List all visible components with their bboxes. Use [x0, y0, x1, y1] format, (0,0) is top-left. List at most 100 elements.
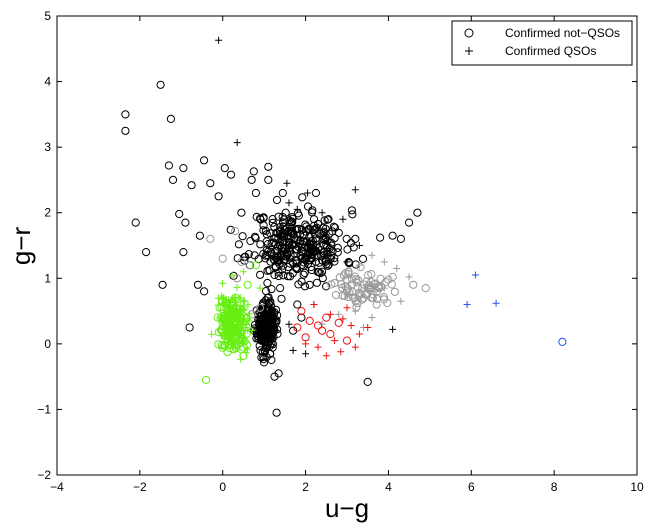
data-point-circle	[309, 240, 318, 249]
data-point-plus	[237, 316, 245, 324]
data-point-circle	[268, 218, 277, 227]
data-point-circle	[267, 285, 276, 294]
data-point-circle	[260, 347, 269, 356]
data-point-circle	[316, 269, 325, 278]
data-point-circle	[277, 294, 286, 303]
data-point-circle	[330, 234, 339, 243]
y-tick-label: 2	[44, 206, 51, 220]
data-point-circle	[179, 164, 188, 173]
data-point-plus	[224, 316, 232, 324]
data-point-circle	[287, 224, 296, 233]
data-point-circle	[275, 226, 284, 235]
data-point-circle	[311, 188, 320, 198]
x-tick-label: 6	[468, 480, 475, 494]
x-axis-label: u−g	[325, 493, 369, 523]
data-point-circle	[226, 170, 236, 179]
data-point-plus	[208, 330, 216, 338]
data-point-circle	[292, 264, 301, 273]
data-point-circle	[409, 280, 418, 289]
data-point-plus	[318, 320, 326, 328]
data-point-circle	[293, 323, 302, 332]
data-point-circle	[158, 280, 167, 289]
data-point-plus	[337, 348, 345, 356]
data-point-circle	[258, 328, 267, 337]
legend-circle-icon	[464, 28, 474, 38]
data-point-plus	[239, 268, 247, 276]
data-point-circle	[256, 214, 265, 223]
data-point-plus	[225, 296, 233, 304]
data-point-circle	[256, 240, 265, 249]
legend-entry-qso: Confirmed QSOs	[505, 44, 596, 58]
data-point-circle	[262, 321, 271, 330]
data-point-circle	[233, 274, 242, 283]
data-point-circle	[179, 248, 188, 257]
x-tick-label: 0	[219, 480, 226, 494]
data-point-circle	[348, 210, 357, 219]
data-point-circle	[319, 240, 328, 250]
data-point-plus	[355, 242, 363, 249]
data-point-plus	[318, 209, 326, 217]
data-point-circle	[270, 270, 279, 280]
data-point-circle	[244, 250, 253, 259]
data-point-plus	[364, 324, 372, 331]
data-point-circle	[234, 240, 243, 249]
data-point-circle	[272, 195, 282, 205]
data-point-circle	[323, 261, 332, 270]
y-tick-label: 4	[44, 75, 51, 89]
data-point-circle	[278, 188, 287, 198]
data-point-circle	[166, 114, 175, 124]
data-point-circle	[323, 247, 332, 256]
data-point-circle	[421, 284, 430, 293]
x-tick-label: 4	[385, 480, 392, 494]
data-point-circle	[365, 285, 374, 295]
data-point-circle	[181, 218, 190, 227]
data-point-circle	[237, 257, 246, 266]
data-point-circle	[298, 260, 307, 269]
data-point-circle	[353, 283, 362, 292]
data-point-circle	[267, 307, 276, 316]
data-point-circle	[250, 251, 259, 260]
data-point-plus	[339, 215, 347, 223]
data-point-circle	[175, 209, 184, 219]
data-point-circle	[343, 245, 352, 254]
data-point-circle	[357, 290, 366, 299]
data-point-circle	[324, 215, 333, 224]
data-points	[121, 36, 567, 417]
data-point-circle	[318, 274, 327, 283]
data-point-circle	[367, 270, 376, 279]
data-point-circle	[364, 271, 373, 280]
data-point-plus	[248, 327, 256, 334]
data-point-plus	[220, 332, 228, 340]
data-point-plus	[335, 310, 343, 318]
data-point-plus	[230, 302, 238, 310]
data-point-plus	[347, 322, 355, 329]
data-point-circle	[214, 340, 223, 349]
data-point-circle	[297, 313, 306, 322]
data-point-circle	[256, 270, 265, 279]
data-point-circle	[265, 266, 274, 275]
data-point-plus	[228, 309, 235, 317]
data-point-circle	[259, 358, 269, 367]
data-point-circle	[206, 179, 215, 188]
data-point-circle	[202, 375, 211, 384]
data-point-circle	[302, 254, 311, 263]
data-point-circle	[263, 250, 272, 260]
data-point-circle	[338, 291, 347, 300]
data-point-plus	[322, 352, 330, 360]
data-point-circle	[376, 233, 385, 242]
data-point-circle	[309, 215, 319, 224]
data-point-circle	[290, 235, 299, 244]
data-point-circle	[388, 231, 397, 240]
data-point-circle	[329, 222, 338, 231]
data-point-circle	[347, 275, 356, 284]
data-point-circle	[374, 282, 383, 291]
data-point-plus	[304, 189, 312, 197]
legend-box	[451, 20, 633, 66]
y-tick-label: 5	[44, 9, 51, 23]
data-point-plus	[214, 294, 222, 302]
data-point-circle	[266, 257, 275, 266]
data-point-circle	[254, 315, 263, 324]
data-point-plus	[368, 314, 376, 322]
data-point-circle	[292, 255, 301, 265]
data-point-circle	[298, 240, 307, 249]
